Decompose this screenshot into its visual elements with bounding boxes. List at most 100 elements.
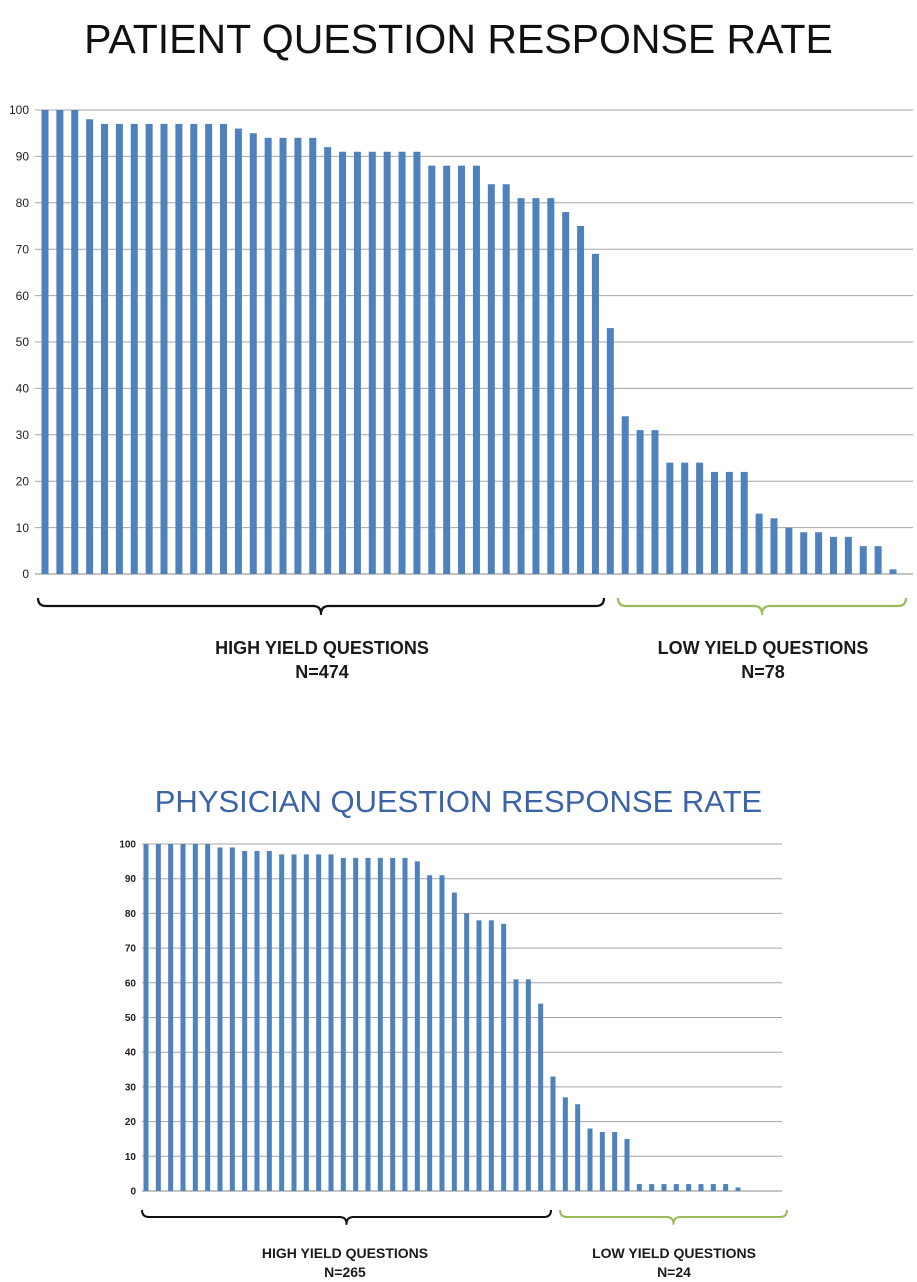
physician-bar bbox=[488, 920, 494, 1191]
physician-bar bbox=[612, 1132, 618, 1191]
physician-bar bbox=[599, 1132, 605, 1191]
patient-bar bbox=[621, 416, 629, 574]
patient-bar bbox=[443, 165, 451, 574]
physician-bar bbox=[205, 844, 211, 1191]
physician-bar bbox=[155, 844, 161, 1191]
patient-bar bbox=[428, 165, 436, 574]
physician-high-yield-bracket bbox=[141, 1209, 552, 1225]
patient-bar bbox=[264, 137, 272, 574]
physician-bar bbox=[254, 850, 260, 1191]
patient-bar bbox=[56, 110, 64, 574]
patient-bar bbox=[829, 536, 837, 574]
patient-response-chart: 0 10 20 30 40 50 60 70 80 90 100 bbox=[9, 103, 913, 616]
patient-bar bbox=[86, 119, 94, 574]
patient-bar bbox=[309, 137, 317, 574]
physician-bar bbox=[168, 844, 174, 1191]
patient-high-yield-bracket bbox=[36, 597, 606, 616]
patient-y-tick-label: 90 bbox=[16, 150, 30, 164]
patient-y-tick-label: 40 bbox=[16, 382, 30, 396]
patient-high-yield-title: HIGH YIELD QUESTIONS bbox=[215, 638, 429, 658]
patient-bar bbox=[859, 546, 867, 574]
patient-y-tick-label: 10 bbox=[16, 521, 30, 535]
physician-bar bbox=[328, 854, 334, 1191]
patient-bar bbox=[190, 123, 198, 575]
physician-low-yield-title: LOW YIELD QUESTIONS bbox=[592, 1245, 756, 1261]
physician-y-tick-label: 100 bbox=[119, 840, 136, 851]
physician-bar bbox=[550, 1076, 556, 1191]
patient-y-tick-label: 100 bbox=[9, 103, 29, 117]
patient-y-tick-label: 30 bbox=[16, 428, 30, 442]
patient-bar bbox=[249, 133, 257, 574]
patient-bar bbox=[666, 462, 674, 574]
physician-high-yield-count: N=265 bbox=[324, 1263, 366, 1280]
physician-bar bbox=[180, 844, 186, 1191]
patient-low-yield-label: LOW YIELD QUESTIONS N=78 bbox=[613, 636, 913, 685]
physician-bar bbox=[686, 1184, 692, 1191]
physician-bar bbox=[562, 1097, 568, 1191]
patient-bar bbox=[696, 462, 704, 574]
patient-bar bbox=[279, 137, 287, 574]
physician-bar bbox=[673, 1184, 679, 1191]
physician-y-tick-label: 40 bbox=[125, 1048, 137, 1059]
physician-bar bbox=[575, 1104, 581, 1191]
patient-bar bbox=[517, 198, 525, 574]
patient-bar bbox=[294, 137, 302, 574]
physician-bar bbox=[710, 1184, 716, 1191]
patient-low-yield-bracket bbox=[616, 597, 908, 616]
physician-bar bbox=[340, 857, 346, 1191]
patient-bar bbox=[785, 527, 793, 574]
physician-bar bbox=[217, 847, 223, 1191]
patient-y-tick-label: 0 bbox=[22, 567, 29, 581]
patient-bar bbox=[577, 226, 585, 574]
patient-bar bbox=[472, 165, 480, 574]
physician-bar bbox=[414, 861, 420, 1191]
physician-bar bbox=[698, 1184, 704, 1191]
patient-bar bbox=[41, 110, 49, 574]
patient-bar bbox=[755, 513, 763, 574]
physician-bar bbox=[365, 857, 371, 1191]
patient-bar bbox=[651, 430, 659, 574]
patient-bar bbox=[874, 546, 882, 574]
patient-bar bbox=[710, 471, 718, 574]
physician-y-tick-label: 80 bbox=[125, 909, 137, 920]
physician-bar bbox=[303, 854, 309, 1191]
physician-bar bbox=[192, 844, 198, 1191]
patient-bar bbox=[175, 123, 183, 575]
patient-bar bbox=[844, 536, 852, 574]
physician-y-tick-label: 90 bbox=[125, 874, 137, 885]
physician-bar bbox=[353, 857, 359, 1191]
patient-low-yield-title: LOW YIELD QUESTIONS bbox=[657, 638, 869, 658]
patient-bar bbox=[353, 151, 361, 574]
patient-bar bbox=[725, 471, 733, 574]
patient-bar bbox=[398, 151, 406, 574]
physician-bar bbox=[538, 1003, 544, 1191]
patient-bar bbox=[770, 518, 778, 574]
physician-bar bbox=[377, 857, 383, 1191]
physician-bar bbox=[291, 854, 297, 1191]
physician-low-yield-label: LOW YIELD QUESTIONS N=24 bbox=[524, 1244, 824, 1282]
patient-bar bbox=[339, 151, 347, 574]
physician-bar bbox=[661, 1184, 667, 1191]
patient-bar bbox=[547, 198, 555, 574]
physician-y-tick-label: 50 bbox=[125, 1013, 137, 1024]
physician-y-tick-label: 70 bbox=[125, 944, 137, 955]
physician-bar bbox=[242, 850, 248, 1191]
patient-bar bbox=[562, 212, 570, 574]
physician-bar bbox=[229, 847, 235, 1191]
patient-bar bbox=[368, 151, 376, 574]
patient-bar bbox=[71, 110, 79, 574]
physician-bar bbox=[439, 875, 445, 1191]
physician-bar bbox=[427, 875, 433, 1191]
patient-bar bbox=[145, 123, 153, 575]
patient-bar bbox=[234, 128, 242, 574]
physician-bar bbox=[649, 1184, 655, 1191]
patient-y-tick-label: 60 bbox=[16, 289, 30, 303]
physician-bar bbox=[513, 979, 519, 1191]
patient-bar bbox=[220, 123, 228, 575]
patient-bar bbox=[889, 569, 897, 574]
patient-bar bbox=[606, 328, 614, 574]
physician-bar bbox=[390, 857, 396, 1191]
physician-bar bbox=[636, 1184, 642, 1191]
patient-bar bbox=[502, 184, 510, 574]
patient-y-tick-label: 20 bbox=[16, 474, 30, 488]
